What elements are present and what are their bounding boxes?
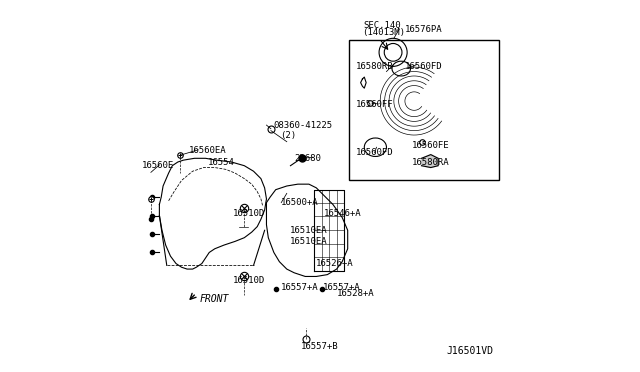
Polygon shape bbox=[422, 155, 438, 167]
Text: 16546+A: 16546+A bbox=[324, 209, 362, 218]
Text: 16580RB: 16580RB bbox=[356, 61, 394, 71]
Text: 16557+A: 16557+A bbox=[280, 283, 318, 292]
Text: 16510D: 16510D bbox=[233, 276, 266, 285]
Text: 08360-41225: 08360-41225 bbox=[274, 121, 333, 129]
Text: 16528+A: 16528+A bbox=[337, 289, 374, 298]
Bar bbox=[349, 40, 499, 180]
Text: 16510EA: 16510EA bbox=[290, 226, 327, 235]
Text: 16560FD: 16560FD bbox=[405, 61, 442, 71]
Text: 22680: 22680 bbox=[294, 154, 321, 163]
Text: 16560EA: 16560EA bbox=[189, 147, 227, 155]
Text: (2): (2) bbox=[280, 131, 296, 140]
Text: 16576PA: 16576PA bbox=[405, 25, 442, 33]
Text: 16557+B: 16557+B bbox=[301, 342, 339, 351]
Text: (14013M): (14013M) bbox=[362, 28, 406, 37]
Text: 16580RA: 16580RA bbox=[412, 157, 450, 167]
Text: 16526+A: 16526+A bbox=[316, 259, 354, 268]
Text: 16557+A: 16557+A bbox=[323, 283, 360, 292]
Text: 16560FF: 16560FF bbox=[356, 100, 394, 109]
Text: 16554: 16554 bbox=[207, 157, 234, 167]
Text: FRONT: FRONT bbox=[200, 294, 229, 304]
Text: 16510EA: 16510EA bbox=[290, 237, 327, 246]
Text: 16560E: 16560E bbox=[142, 161, 174, 170]
Text: J16501VD: J16501VD bbox=[447, 346, 493, 356]
Text: 16560FE: 16560FE bbox=[412, 141, 450, 150]
Text: 16500+A: 16500+A bbox=[281, 198, 319, 207]
Text: 16510D: 16510D bbox=[233, 209, 266, 218]
Text: 16560FD: 16560FD bbox=[356, 148, 394, 157]
Text: SEC.140: SEC.140 bbox=[364, 21, 401, 30]
